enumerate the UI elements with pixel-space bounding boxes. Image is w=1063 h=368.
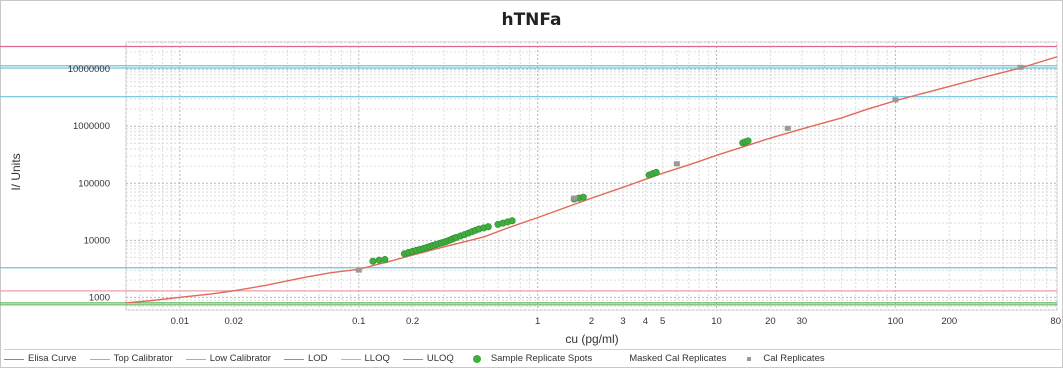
legend-symbol xyxy=(467,354,487,364)
y-tick-label: 10000 xyxy=(84,235,110,246)
legend-label: LOD xyxy=(307,353,328,364)
plot-area: 1000 10000 100000 1000000 10000000 0.01 0.02 0.… xyxy=(0,41,1061,327)
legend-symbol xyxy=(185,354,206,364)
y-tick-label: 10000000 xyxy=(68,64,110,75)
legend-symbol xyxy=(340,354,361,364)
legend-label: Sample Replicate Spots xyxy=(490,353,593,364)
sample-replicate-point xyxy=(375,256,383,264)
x-axis-label: cu (pg/ml) xyxy=(565,332,619,346)
legend-item: LLOQ xyxy=(340,353,390,364)
legend-symbol xyxy=(283,354,304,364)
legend-symbol xyxy=(402,354,423,364)
legend-item: Low Calibrator xyxy=(185,353,271,364)
legend-label: LLOQ xyxy=(364,353,390,364)
cal-replicate-point xyxy=(892,97,899,103)
cal-replicate-point xyxy=(355,267,362,273)
elisa-curve-line xyxy=(125,56,1058,304)
legend-item: Cal Replicates xyxy=(739,353,825,364)
x-tick-label: 80 xyxy=(1050,316,1061,327)
sample-replicate-point xyxy=(381,256,389,264)
legend-label: Low Calibrator xyxy=(209,353,271,364)
x-tick-label: 0.1 xyxy=(352,316,365,327)
legend-label: Cal Replicates xyxy=(763,353,825,364)
x-tick-label: 30 xyxy=(797,316,808,327)
x-tick-label: 3 xyxy=(620,316,625,327)
x-tick-label: 2 xyxy=(589,316,594,327)
sample-replicate-point xyxy=(579,193,587,201)
y-tick-label: 1000 xyxy=(89,292,110,303)
legend: Elisa Curve Top Calibrator Low Calibrator L… xyxy=(4,349,1061,367)
legend-item: LOD xyxy=(283,353,328,364)
legend-symbol xyxy=(89,354,110,364)
x-tick-label: 0.02 xyxy=(224,316,243,327)
legend-item: Elisa Curve xyxy=(4,353,77,364)
sample-replicate-point xyxy=(484,223,492,231)
legend-item: Masked Cal Replicates xyxy=(605,353,726,364)
legend-label: Top Calibrator xyxy=(113,353,173,364)
sample-replicate-point xyxy=(652,168,660,176)
legend-label: Elisa Curve xyxy=(28,353,77,364)
x-tick-label: 20 xyxy=(765,316,776,327)
cal-replicate-point xyxy=(784,125,791,131)
cal-replicate-point xyxy=(673,161,680,167)
y-tick-label: 1000000 xyxy=(73,121,110,132)
x-tick-label: 0.01 xyxy=(171,316,190,327)
legend-symbol xyxy=(739,354,759,364)
sample-replicate-point xyxy=(744,137,752,145)
x-tick-label: 100 xyxy=(888,316,904,327)
legend-item: Sample Replicate Spots xyxy=(467,353,592,364)
x-tick-label: 10 xyxy=(711,316,722,327)
legend-symbol xyxy=(4,354,24,364)
sample-replicate-point xyxy=(369,257,377,265)
x-tick-label: 5 xyxy=(660,316,665,327)
chart-title: hTNFa xyxy=(501,10,562,30)
legend-item: Top Calibrator xyxy=(89,353,173,364)
x-tick-label: 0.2 xyxy=(406,316,419,327)
legend-symbol xyxy=(605,354,625,364)
sample-replicate-point xyxy=(508,217,516,225)
x-tick-label: 1 xyxy=(535,316,540,327)
cal-replicate-point xyxy=(1017,64,1024,70)
x-tick-label: 200 xyxy=(941,316,957,327)
legend-item: ULOQ xyxy=(402,353,454,364)
legend-label: Masked Cal Replicates xyxy=(629,353,727,364)
cal-replicate-point xyxy=(571,195,578,201)
legend-label: ULOQ xyxy=(426,353,454,364)
y-tick-label: 100000 xyxy=(78,178,110,189)
x-tick-label: 4 xyxy=(643,316,648,327)
